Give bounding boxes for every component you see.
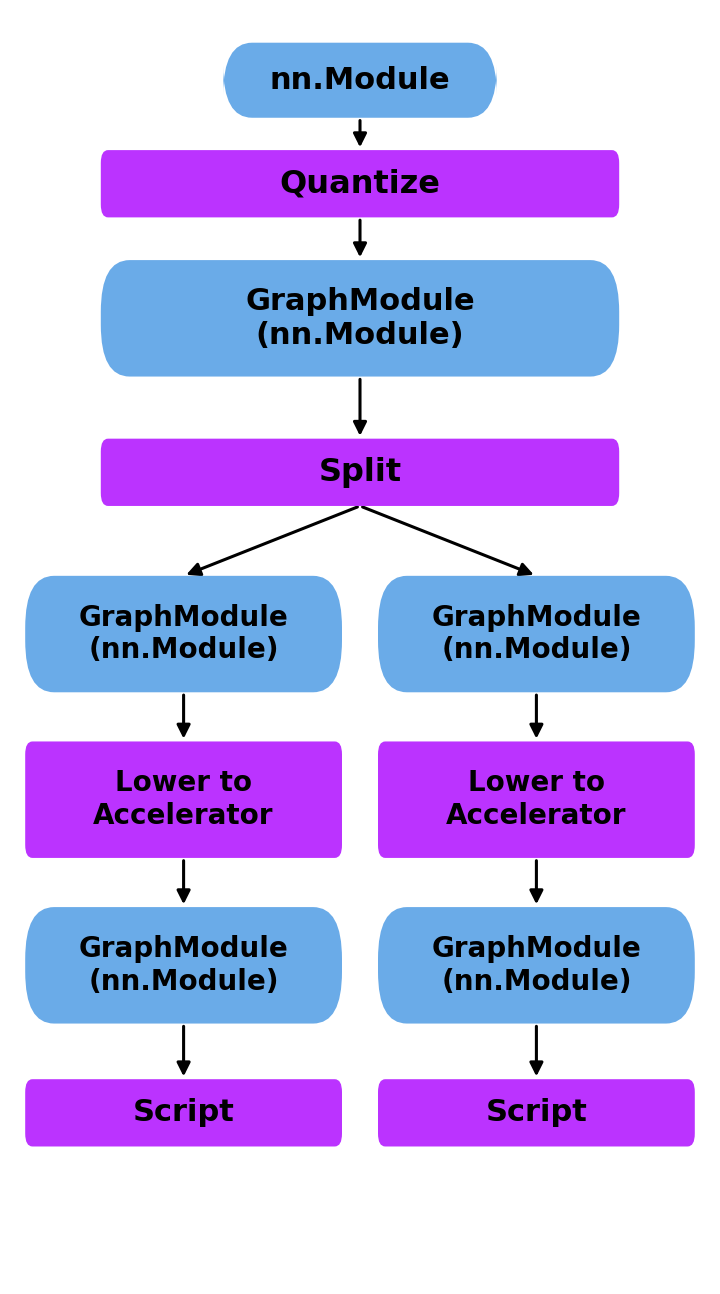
Text: Script: Script	[485, 1099, 588, 1127]
FancyBboxPatch shape	[378, 907, 695, 1024]
FancyBboxPatch shape	[25, 741, 342, 858]
FancyBboxPatch shape	[101, 150, 619, 217]
Text: Lower to
Accelerator: Lower to Accelerator	[446, 770, 626, 829]
FancyBboxPatch shape	[378, 741, 695, 858]
FancyBboxPatch shape	[223, 43, 497, 118]
Text: GraphModule
(nn.Module): GraphModule (nn.Module)	[78, 936, 289, 995]
Text: GraphModule
(nn.Module): GraphModule (nn.Module)	[431, 604, 642, 664]
Text: GraphModule
(nn.Module): GraphModule (nn.Module)	[78, 604, 289, 664]
FancyBboxPatch shape	[25, 576, 342, 692]
FancyBboxPatch shape	[25, 907, 342, 1024]
Text: Script: Script	[132, 1099, 235, 1127]
Text: Quantize: Quantize	[279, 168, 441, 199]
FancyBboxPatch shape	[378, 1079, 695, 1146]
FancyBboxPatch shape	[378, 576, 695, 692]
FancyBboxPatch shape	[25, 1079, 342, 1146]
Text: Split: Split	[318, 457, 402, 488]
Text: GraphModule
(nn.Module): GraphModule (nn.Module)	[246, 287, 474, 349]
FancyBboxPatch shape	[101, 439, 619, 506]
FancyBboxPatch shape	[101, 260, 619, 377]
Text: Lower to
Accelerator: Lower to Accelerator	[94, 770, 274, 829]
Text: GraphModule
(nn.Module): GraphModule (nn.Module)	[431, 936, 642, 995]
Text: nn.Module: nn.Module	[270, 66, 450, 94]
